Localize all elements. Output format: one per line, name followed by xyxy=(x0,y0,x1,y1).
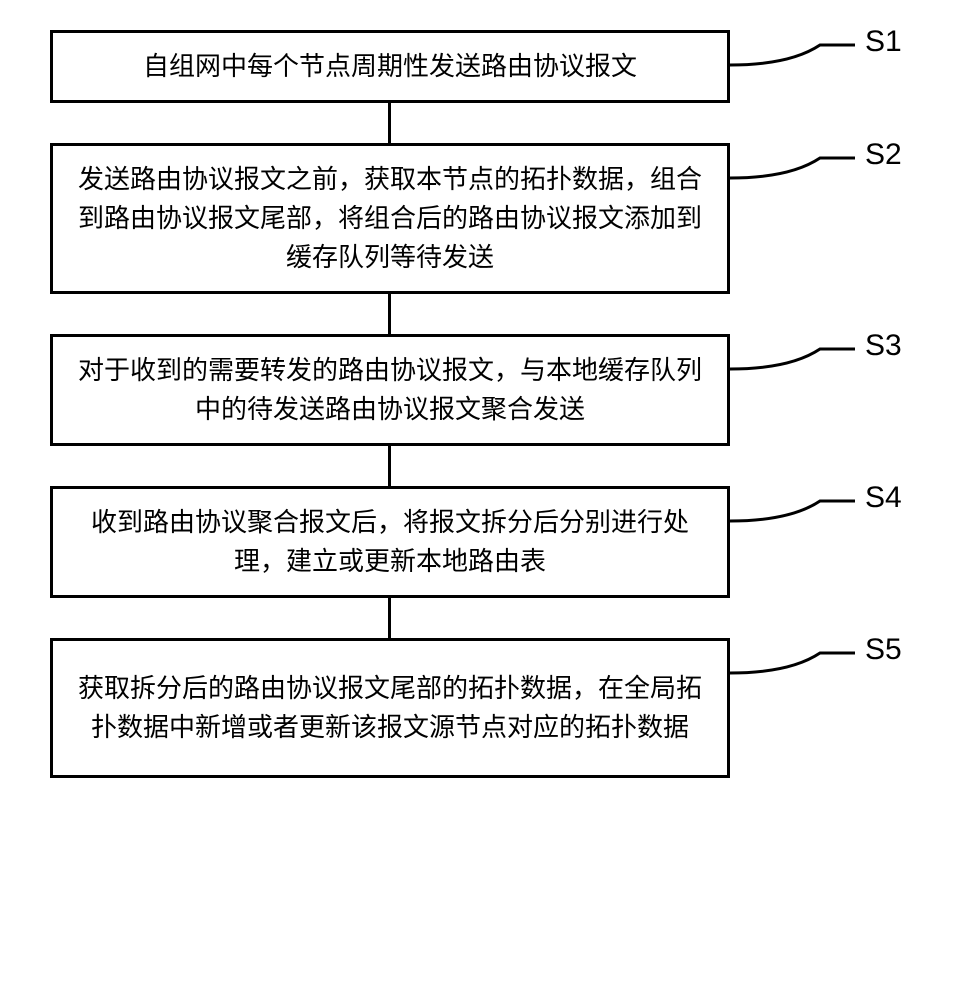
step-s2: 发送路由协议报文之前，获取本节点的拓扑数据，组合到路由协议报文尾部，将组合后的路… xyxy=(50,143,904,294)
step-label-s3: S3 xyxy=(865,329,902,363)
step-box-s3: 对于收到的需要转发的路由协议报文，与本地缓存队列中的待发送路由协议报文聚合发送 xyxy=(50,334,730,446)
step-label-s5: S5 xyxy=(865,633,902,667)
step-box-s4: 收到路由协议聚合报文后，将报文拆分后分别进行处理，建立或更新本地路由表 xyxy=(50,486,730,598)
step-box-s2: 发送路由协议报文之前，获取本节点的拓扑数据，组合到路由协议报文尾部，将组合后的路… xyxy=(50,143,730,294)
label-connector-s5 xyxy=(730,648,860,688)
label-connector-s1 xyxy=(730,40,860,80)
connector-v xyxy=(388,446,391,486)
step-text: 获取拆分后的路由协议报文尾部的拓扑数据，在全局拓扑数据中新增或者更新该报文源节点… xyxy=(73,669,707,747)
step-box-s5: 获取拆分后的路由协议报文尾部的拓扑数据，在全局拓扑数据中新增或者更新该报文源节点… xyxy=(50,638,730,778)
connector-v xyxy=(388,294,391,334)
step-text: 收到路由协议聚合报文后，将报文拆分后分别进行处理，建立或更新本地路由表 xyxy=(73,503,707,581)
label-connector-s2 xyxy=(730,153,860,193)
label-connector-s4 xyxy=(730,496,860,536)
flowchart-container: 自组网中每个节点周期性发送路由协议报文 S1 发送路由协议报文之前，获取本节点的… xyxy=(50,30,904,778)
step-s3: 对于收到的需要转发的路由协议报文，与本地缓存队列中的待发送路由协议报文聚合发送 … xyxy=(50,334,904,446)
step-box-s1: 自组网中每个节点周期性发送路由协议报文 xyxy=(50,30,730,103)
step-label-s4: S4 xyxy=(865,481,902,515)
label-connector-s3 xyxy=(730,344,860,384)
connector-v xyxy=(388,598,391,638)
step-s4: 收到路由协议聚合报文后，将报文拆分后分别进行处理，建立或更新本地路由表 S4 xyxy=(50,486,904,598)
connector-v xyxy=(388,103,391,143)
step-s5: 获取拆分后的路由协议报文尾部的拓扑数据，在全局拓扑数据中新增或者更新该报文源节点… xyxy=(50,638,904,778)
step-label-s2: S2 xyxy=(865,138,902,172)
step-text: 发送路由协议报文之前，获取本节点的拓扑数据，组合到路由协议报文尾部，将组合后的路… xyxy=(73,160,707,277)
step-s1: 自组网中每个节点周期性发送路由协议报文 S1 xyxy=(50,30,904,103)
step-text: 对于收到的需要转发的路由协议报文，与本地缓存队列中的待发送路由协议报文聚合发送 xyxy=(73,351,707,429)
step-text: 自组网中每个节点周期性发送路由协议报文 xyxy=(143,47,637,86)
step-label-s1: S1 xyxy=(865,25,902,59)
